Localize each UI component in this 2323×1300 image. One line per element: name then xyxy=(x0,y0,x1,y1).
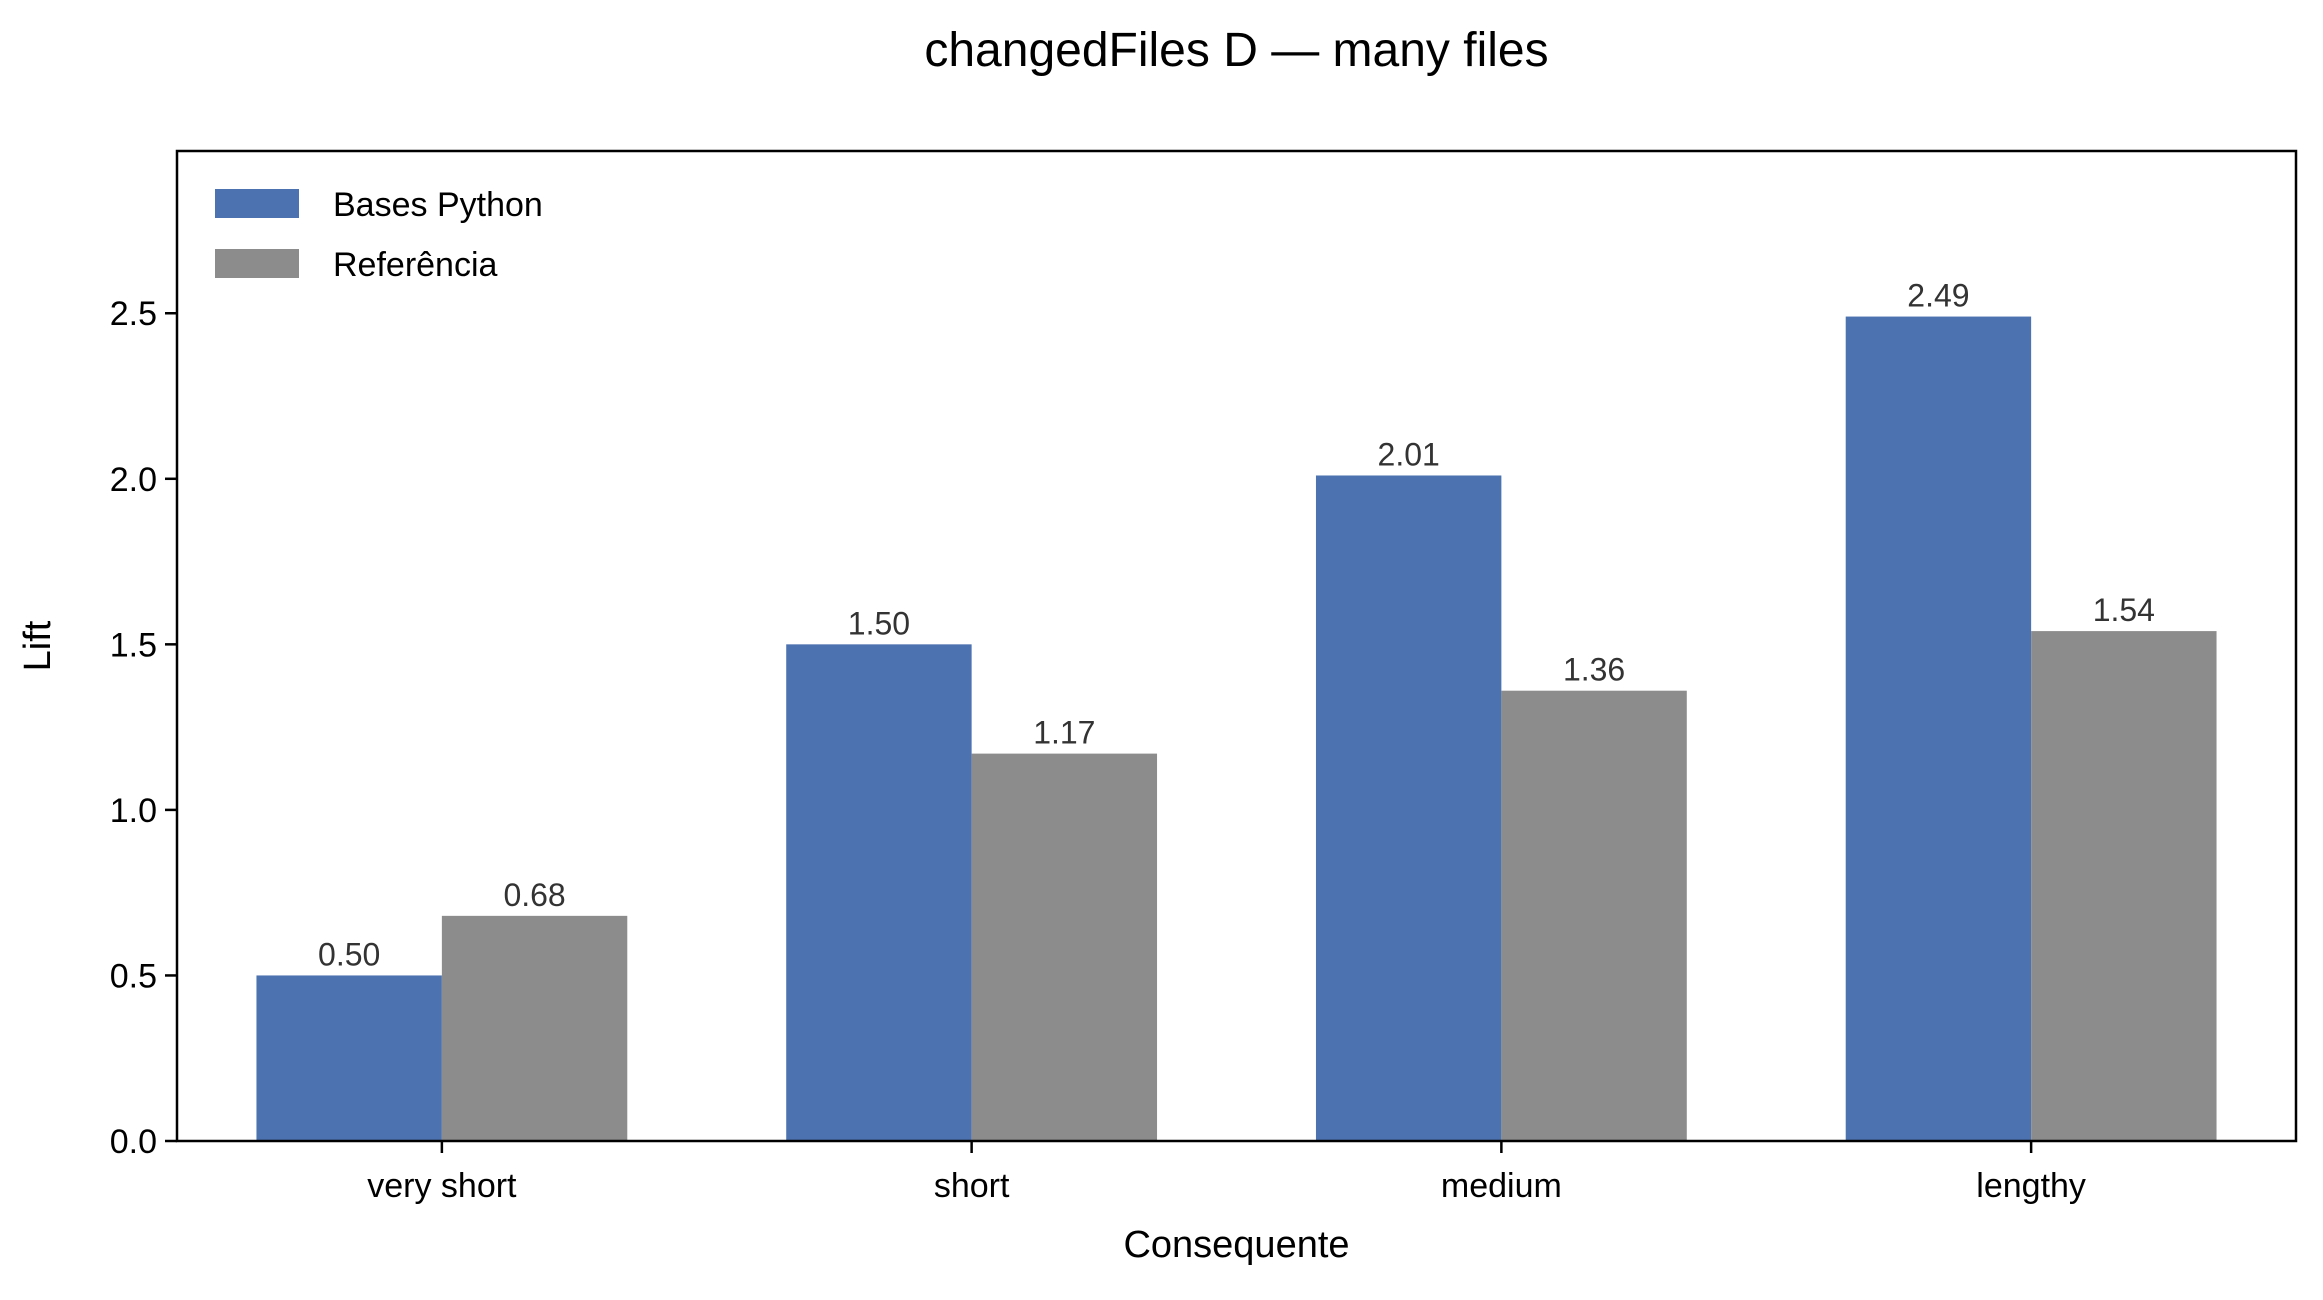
y-tick-label: 2.0 xyxy=(110,461,157,499)
y-tick-label: 1.5 xyxy=(110,626,157,664)
bar-bases-python-medium xyxy=(1315,475,1502,1142)
x-axis-label: Consequente xyxy=(1123,1224,1349,1266)
x-tick-label: very short xyxy=(367,1167,517,1205)
x-tick-label: lengthy xyxy=(1976,1167,2086,1205)
bar-value-label: 1.36 xyxy=(1563,652,1625,688)
legend-label-bases-python: Bases Python xyxy=(333,186,543,224)
bar-value-label: 1.54 xyxy=(2093,592,2155,628)
value-labels-layer: 0.50 0.68 1.50 1.17 2.01 1.36 2.49 1.54 xyxy=(318,278,2155,973)
x-axis-ticks: very short short medium lengthy xyxy=(367,1141,2086,1205)
x-tick-label: medium xyxy=(1441,1167,1562,1205)
bar-referencia-lengthy xyxy=(2031,631,2217,1141)
bar-bases-python-short xyxy=(786,644,972,1141)
bar-bases-python-lengthy xyxy=(1845,316,2032,1141)
legend-swatch-bases-python xyxy=(215,189,299,218)
bar-value-label: 2.01 xyxy=(1378,436,1440,472)
bars-layer xyxy=(256,316,2217,1142)
bar-bases-python-very-short xyxy=(256,975,442,1141)
y-tick-label: 0.5 xyxy=(110,957,157,995)
bar-value-label: 0.68 xyxy=(503,877,565,913)
x-tick-label: short xyxy=(934,1167,1010,1205)
bar-value-label: 0.50 xyxy=(318,936,380,972)
legend: Bases Python Referência xyxy=(215,186,543,284)
bar-referencia-medium xyxy=(1501,690,1687,1141)
y-axis-label: Lift xyxy=(17,620,59,671)
legend-swatch-referencia xyxy=(215,249,299,278)
legend-label-referencia: Referência xyxy=(333,246,498,284)
bar-value-label: 1.17 xyxy=(1033,715,1095,751)
plot-frame xyxy=(175,149,2298,1143)
bar-value-label: 1.50 xyxy=(848,605,910,641)
y-tick-label: 0.0 xyxy=(110,1123,157,1161)
bar-referencia-very-short xyxy=(441,915,628,1141)
bar-referencia-short xyxy=(971,753,1158,1141)
chart-title: changedFiles D — many files xyxy=(924,24,1548,77)
y-tick-label: 1.0 xyxy=(110,792,157,830)
bar-value-label: 2.49 xyxy=(1907,278,1969,314)
y-tick-label: 2.5 xyxy=(110,295,157,333)
y-axis-ticks: 0.0 0.5 1.0 1.5 2.0 2.5 xyxy=(110,295,177,1161)
